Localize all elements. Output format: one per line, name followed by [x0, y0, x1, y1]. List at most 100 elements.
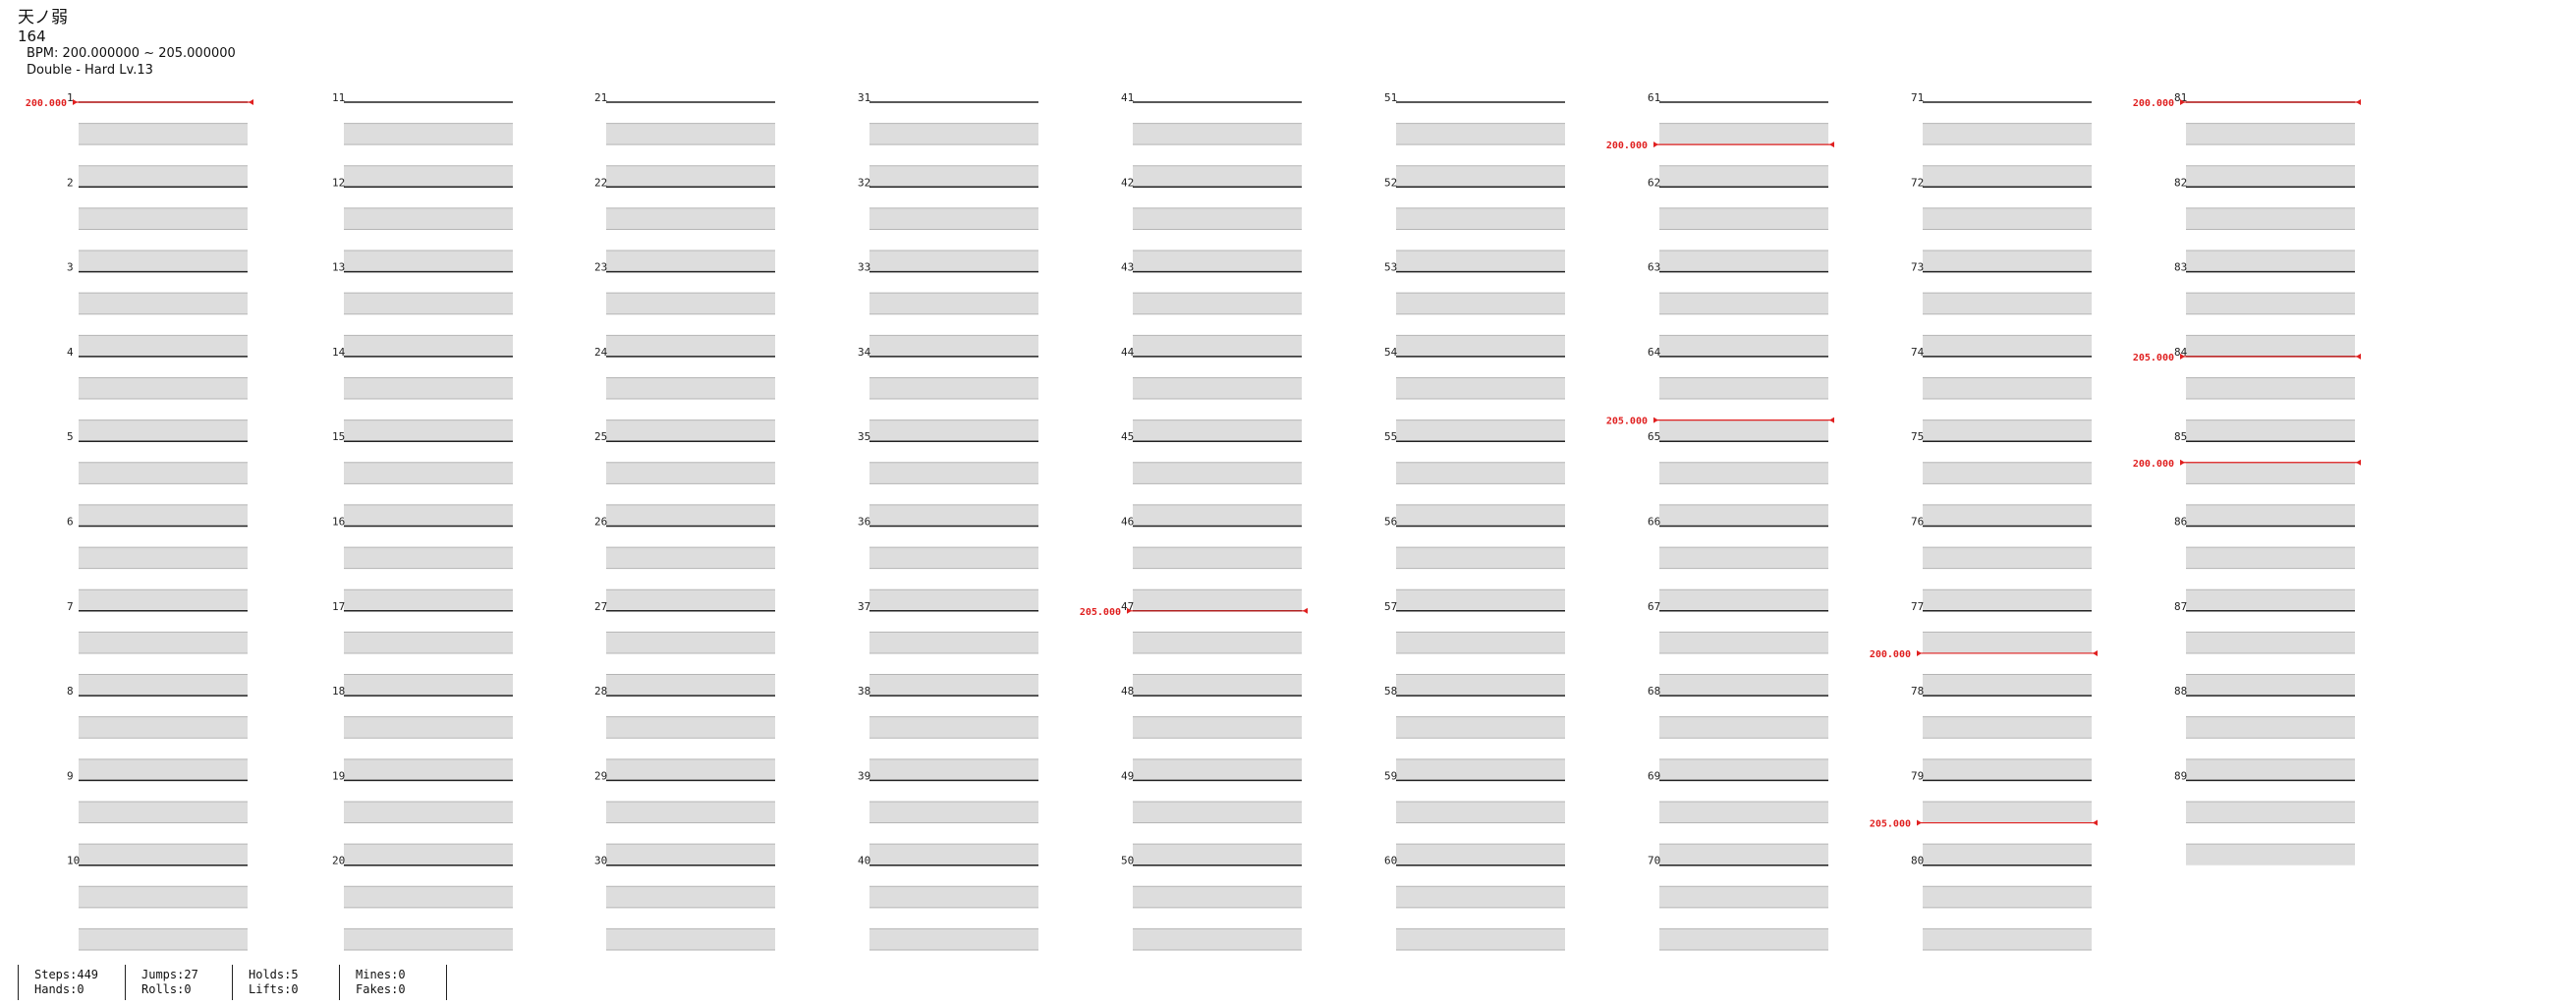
measure-number: 89: [2174, 769, 2187, 782]
beat-band: [79, 589, 248, 611]
bpm-marker-right: [2093, 819, 2098, 826]
beat-band: [1133, 165, 1302, 188]
measure-number: 47: [1121, 600, 1134, 613]
beat-band: [1396, 419, 1565, 442]
beat-band: [869, 377, 1038, 400]
beat-band: [344, 758, 513, 781]
measure-number: 31: [858, 91, 870, 104]
beat-band: [79, 251, 248, 272]
measure-number: 82: [2174, 176, 2187, 189]
beat-band: [1923, 589, 2092, 611]
beat-band: [2186, 377, 2355, 400]
beat-band: [606, 886, 775, 908]
beat-band: [1659, 207, 1828, 230]
beat-band: [344, 886, 513, 908]
beat-band: [1396, 335, 1565, 357]
beat-band: [1923, 251, 2092, 272]
measure-number: 30: [594, 855, 607, 867]
stat-cell: Jumps:27 Rolls:0: [125, 965, 232, 1000]
beat-band: [2186, 462, 2355, 484]
beat-band: [79, 801, 248, 823]
beat-band: [1133, 589, 1302, 611]
measure-number: 15: [332, 430, 345, 443]
stat-rolls: Rolls:0: [141, 982, 192, 996]
stat-cell: Holds:5 Lifts:0: [232, 965, 339, 1000]
beat-band: [1133, 335, 1302, 357]
measure-number: 56: [1384, 516, 1397, 529]
bpm-marker-right: [2356, 459, 2361, 466]
measure-number: 63: [1648, 261, 1660, 274]
beat-band: [1133, 674, 1302, 697]
bpm-marker-right: [1829, 141, 1834, 148]
measure-number: 46: [1121, 516, 1134, 529]
beat-band: [606, 632, 775, 653]
beat-band: [79, 632, 248, 653]
beat-band: [869, 504, 1038, 527]
beat-band: [1659, 504, 1828, 527]
measure-number: 70: [1648, 855, 1660, 867]
bpm-change-label: 200.000: [1606, 140, 1648, 151]
stats-bar: Steps:449 Hands:0 Jumps:27 Rolls:0 Holds…: [18, 965, 447, 1000]
measure-number: 57: [1384, 600, 1397, 613]
measure-number: 6: [67, 516, 74, 529]
beat-band: [869, 801, 1038, 823]
chart-difficulty: Double - Hard Lv.13: [27, 63, 153, 78]
beat-band: [869, 886, 1038, 908]
measure-number: 78: [1911, 685, 1924, 698]
measure-number: 79: [1911, 769, 1924, 782]
measure-number: 86: [2174, 516, 2187, 529]
beat-band: [2186, 801, 2355, 823]
beat-band: [1396, 801, 1565, 823]
beat-band: [2186, 716, 2355, 739]
beat-band: [1133, 419, 1302, 442]
measure-number: 16: [332, 516, 345, 529]
beat-band: [2186, 123, 2355, 145]
measure-number: 8: [67, 685, 74, 698]
beat-band: [79, 419, 248, 442]
beat-band: [1396, 886, 1565, 908]
beat-band: [869, 632, 1038, 653]
measure-number: 24: [594, 346, 608, 359]
bpm-marker-right: [2093, 649, 2098, 656]
beat-band: [1923, 758, 2092, 781]
bpm-change-label: 205.000: [1870, 819, 1911, 830]
beat-band: [1659, 547, 1828, 569]
measure-number: 75: [1911, 430, 1924, 443]
beat-band: [869, 844, 1038, 866]
beat-band: [869, 165, 1038, 188]
measure-number: 68: [1648, 685, 1660, 698]
beat-band: [344, 801, 513, 823]
measure-number: 11: [332, 91, 345, 104]
beat-band: [79, 844, 248, 866]
beat-band: [344, 123, 513, 145]
beat-band: [1396, 123, 1565, 145]
beat-band: [1133, 547, 1302, 569]
beat-band: [1133, 758, 1302, 781]
beat-band: [1396, 844, 1565, 866]
measure-number: 22: [594, 176, 607, 189]
measure-number: 50: [1121, 855, 1134, 867]
beat-band: [1923, 928, 2092, 950]
bpm-marker-left: [2180, 353, 2185, 360]
beat-band: [1923, 419, 2092, 442]
bpm-change-label: 200.000: [2133, 98, 2174, 109]
beat-band: [869, 207, 1038, 230]
beat-band: [606, 716, 775, 739]
beat-band: [2186, 844, 2355, 866]
stat-mines: Mines:0: [356, 968, 406, 981]
measure-number: 62: [1648, 176, 1660, 189]
beat-band: [344, 632, 513, 653]
bpm-marker-right: [1303, 607, 1308, 614]
bpm-marker-left: [1653, 141, 1658, 148]
beat-band: [1923, 801, 2092, 823]
beat-band: [1923, 716, 2092, 739]
bpm-change-label: 205.000: [1606, 417, 1648, 427]
measure-number: 21: [594, 91, 607, 104]
measure-number: 13: [332, 261, 345, 274]
measure-number: 12: [332, 176, 345, 189]
stat-cell: Mines:0 Fakes:0: [339, 965, 447, 1000]
beat-band: [606, 251, 775, 272]
measure-number: 85: [2174, 430, 2187, 443]
measure-number: 38: [858, 685, 870, 698]
song-header: 天ノ弱 164 BPM: 200.000000 ~ 205.000000 Dou…: [18, 8, 236, 79]
